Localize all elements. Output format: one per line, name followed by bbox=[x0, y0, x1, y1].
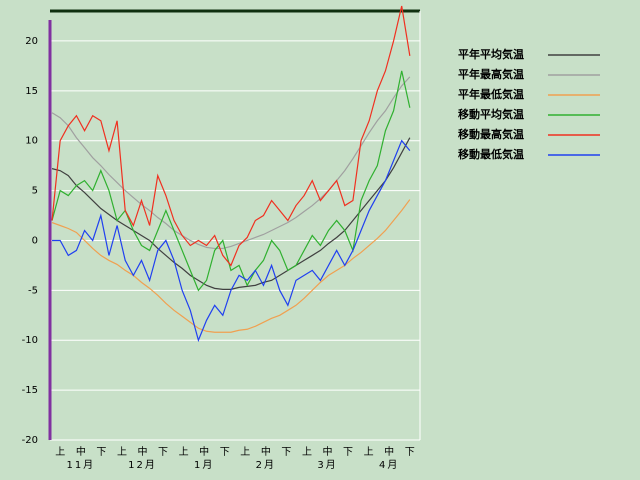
month-label: 12月 bbox=[128, 459, 157, 471]
series-line bbox=[52, 139, 411, 343]
x-tick-label: 上 bbox=[240, 446, 250, 458]
legend-label: 移動平均気温 bbox=[458, 107, 524, 121]
legend-label: 移動最高気温 bbox=[458, 127, 524, 141]
y-tick-label: 5 bbox=[32, 186, 38, 197]
x-tick-label: 上 bbox=[179, 446, 189, 458]
y-tick-label: 10 bbox=[25, 136, 38, 147]
x-tick-label: 中 bbox=[261, 445, 271, 458]
x-tick-label: 上 bbox=[117, 446, 127, 458]
series-line bbox=[51, 199, 411, 333]
month-label: 2月 bbox=[256, 459, 276, 471]
y-tick-label: -15 bbox=[22, 385, 38, 396]
x-tick-label: 下 bbox=[343, 447, 353, 458]
y-tick-label: 15 bbox=[25, 86, 38, 97]
series-line bbox=[51, 5, 411, 267]
y-tick-label: 20 bbox=[25, 36, 38, 47]
x-tick-label: 上 bbox=[302, 446, 312, 458]
y-tick-label: 0 bbox=[32, 235, 38, 246]
x-tick-label: 下 bbox=[96, 447, 106, 458]
legend-label: 平年平均気温 bbox=[458, 47, 524, 61]
legend-label: 平年最高気温 bbox=[458, 67, 524, 81]
month-label: 3月 bbox=[317, 459, 337, 471]
y-tick-label: -5 bbox=[28, 285, 38, 296]
x-tick-label: 下 bbox=[220, 447, 230, 458]
x-tick-label: 中 bbox=[323, 445, 333, 458]
x-tick-label: 下 bbox=[158, 447, 168, 458]
x-tick-label: 中 bbox=[199, 445, 209, 458]
series-line bbox=[51, 76, 411, 250]
x-tick-label: 中 bbox=[138, 445, 148, 458]
x-tick-label: 上 bbox=[364, 446, 374, 458]
month-label: 4月 bbox=[379, 459, 399, 471]
y-tick-label: -20 bbox=[22, 435, 38, 446]
y-tick-label: -10 bbox=[22, 335, 38, 346]
month-label: 11月 bbox=[66, 459, 95, 471]
legend-label: 平年最低気温 bbox=[458, 87, 524, 101]
series-line bbox=[51, 70, 411, 292]
plot-area bbox=[50, 11, 420, 440]
x-tick-label: 下 bbox=[281, 447, 291, 458]
x-tick-label: 中 bbox=[76, 445, 86, 458]
month-label: 1月 bbox=[194, 459, 214, 471]
x-tick-label: 下 bbox=[405, 447, 415, 458]
x-tick-label: 中 bbox=[384, 445, 394, 458]
legend-label: 移動最低気温 bbox=[458, 147, 524, 161]
x-tick-label: 上 bbox=[55, 446, 65, 458]
